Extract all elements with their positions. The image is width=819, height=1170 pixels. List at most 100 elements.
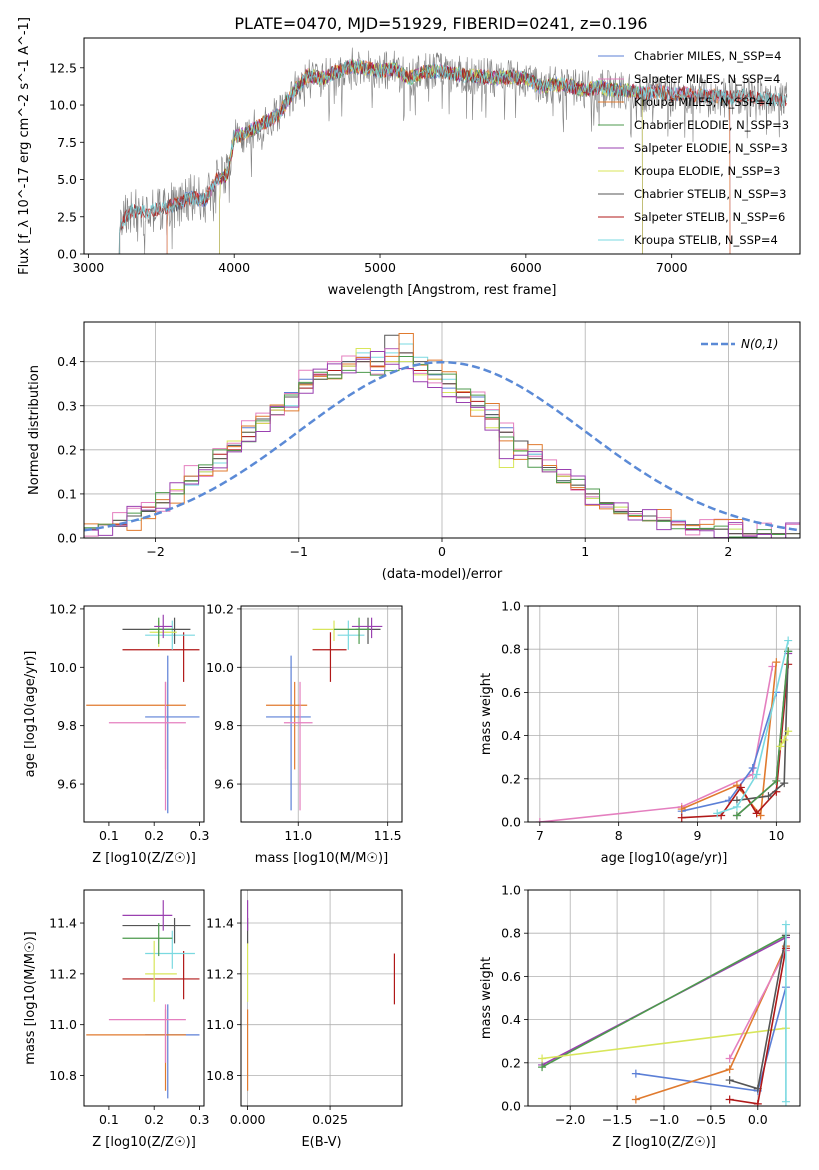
y-tick-label: 0.2 — [501, 1055, 521, 1070]
data-point — [780, 779, 789, 788]
data-point — [725, 1054, 734, 1063]
x-tick-label: 2 — [724, 544, 732, 559]
axes-frame — [83, 605, 205, 823]
x-tick-label: −1 — [290, 544, 308, 559]
errorbar-chabrier-elodie — [149, 617, 173, 644]
axes-frame — [83, 37, 801, 255]
y-tick-label: 0.0 — [57, 531, 77, 546]
y-tick-label: 1.0 — [501, 599, 521, 614]
x-tick-label: 4000 — [218, 260, 250, 275]
x-tick-label: 0.000 — [230, 1112, 266, 1127]
mass-vs-EBV-axes: 0.000 0.025 10.8 11.0 11.2 11.4 E(B-V) — [206, 889, 403, 1150]
legend-label: Kroupa ELODIE, N_SSP=3 — [634, 164, 780, 178]
axes-frame — [83, 889, 205, 1107]
errorbar-salpeter-miles — [108, 1004, 186, 1063]
errorbar-chabrier-elodie — [122, 923, 173, 957]
age-vs-Z-background — [84, 606, 204, 822]
legend-label: Chabrier MILES, N_SSP=4 — [634, 49, 781, 63]
y-tick-label: 0.8 — [501, 926, 521, 941]
data-point — [772, 658, 781, 667]
series-line-salpeter-stelib — [681, 664, 789, 819]
data-point — [736, 783, 745, 792]
errorbar-chabrier-elodie — [334, 617, 370, 644]
x-tick-label: −2 — [146, 544, 164, 559]
errorbar-chabrier-miles — [266, 655, 311, 811]
weight-vs-age-background — [528, 606, 800, 822]
y-tick-label: 10.0 — [49, 660, 77, 675]
data-point — [772, 776, 781, 785]
x-tick-label: 1 — [581, 544, 589, 559]
errorbar-kroupa-elodie — [145, 940, 177, 1002]
legend-label: Chabrier STELIB, N_SSP=3 — [634, 187, 786, 201]
data-point — [725, 1076, 734, 1085]
data-point — [725, 1095, 734, 1104]
axes-frame — [83, 321, 801, 539]
x-tick-label: 10 — [768, 828, 784, 843]
data-point — [784, 636, 793, 645]
x-tick-label: 7000 — [656, 260, 688, 275]
x-tick-label: 0.3 — [190, 1112, 210, 1127]
data-point — [784, 727, 793, 736]
x-tick-label: −1.0 — [649, 1112, 679, 1127]
errorbar-chabrier-stelib — [122, 917, 191, 944]
gaussian-curve — [84, 360, 800, 532]
y-tick-label: 11.4 — [206, 916, 234, 931]
y-tick-label: 0.6 — [501, 685, 521, 700]
spectrum-ylabel: Flux [f_λ 10^-17 erg cm^-2 s^-1 A^-1] — [17, 17, 32, 275]
y-tick-label: 11.0 — [49, 1017, 77, 1032]
y-tick-label: 11.4 — [49, 916, 77, 931]
age-vs-mass-background — [241, 606, 402, 822]
legend-label: Salpeter STELIB, N_SSP=6 — [634, 210, 785, 224]
y-tick-label: 0.4 — [57, 354, 77, 369]
histogram-salpeter-elodie — [84, 351, 800, 538]
errorbar-salpeter-elodie — [351, 617, 383, 639]
figure-title: PLATE=0470, MJD=51929, FIBERID=0241, z=0… — [234, 14, 647, 33]
y-tick-label: 0.2 — [501, 771, 521, 786]
y-tick-label: 0.6 — [501, 969, 521, 984]
data-point — [677, 813, 686, 822]
data-point — [781, 920, 790, 929]
data-point — [725, 1065, 734, 1074]
errorbar-salpeter-stelib — [312, 632, 347, 682]
y-tick-label: 10.2 — [206, 601, 234, 616]
spectrum-legend: Chabrier MILES, N_SSP=4 Salpeter MILES, N… — [598, 49, 789, 247]
weight-vs-age-xlabel: age [log10(age/yr)] — [601, 851, 728, 866]
weight-vs-age-axes: 7 8 9 10 0.0 0.2 0.4 0.6 0.8 1.0 age [log10(age/yr… — [479, 599, 801, 866]
data-point — [732, 811, 741, 820]
residuals-axes: −2 −1 0 1 2 0.0 0.1 0.2 0.3 0.4 (data-model)/error… — [27, 321, 801, 582]
y-tick-label: 0.8 — [501, 642, 521, 657]
y-tick-label: 10.8 — [206, 1068, 234, 1083]
age-vs-Z-xlabel: Z [log10(Z/Z☉)] — [92, 851, 196, 866]
age-vs-Z-ylabel: age [log10(age/yr)] — [23, 651, 38, 778]
mass-vs-Z-axes: 0.1 0.2 0.3 10.8 11.0 11.2 11.4 Z [log10(Z/Z☉)]… — [23, 889, 210, 1150]
residuals-xlabel: (data-model)/error — [382, 567, 503, 582]
model-spectrum-kroupa-stelib — [119, 59, 787, 254]
data-point — [748, 764, 757, 772]
y-tick-label: 0.2 — [57, 442, 77, 457]
data-point — [780, 735, 789, 744]
spectrum-axes: 3000 4000 5000 6000 7000 0.0 2.5 5.0 7.5 10.0 12.5… — [17, 17, 801, 298]
y-tick-label: 5.0 — [57, 172, 77, 187]
age-vs-mass-xlabel: mass [log10(M/M☉)] — [255, 851, 388, 866]
x-tick-label: −2.0 — [555, 1112, 585, 1127]
legend-label: Chabrier ELODIE, N_SSP=3 — [634, 118, 789, 132]
y-tick-label: 9.6 — [214, 777, 234, 792]
y-tick-label: 0.0 — [501, 815, 521, 830]
x-tick-label: 11.5 — [374, 828, 402, 843]
y-tick-label: 10.2 — [49, 601, 77, 616]
legend-label: Salpeter ELODIE, N_SSP=3 — [634, 141, 788, 155]
x-tick-label: 0.0 — [748, 1112, 768, 1127]
errorbar-kroupa-stelib — [337, 620, 365, 650]
x-tick-label: 9 — [694, 828, 702, 843]
data-point — [713, 809, 722, 818]
x-tick-label: 3000 — [72, 260, 104, 275]
weight-vs-Z-ylabel: mass weight — [479, 957, 494, 1039]
x-tick-label: 6000 — [510, 260, 542, 275]
series-line-kroupa-stelib — [716, 640, 789, 815]
y-tick-label: 9.6 — [57, 777, 77, 792]
data-point — [781, 1097, 790, 1106]
legend-label: Kroupa STELIB, N_SSP=4 — [634, 233, 778, 247]
axes-frame — [527, 889, 801, 1107]
series-line-salpeter-miles — [539, 666, 774, 822]
